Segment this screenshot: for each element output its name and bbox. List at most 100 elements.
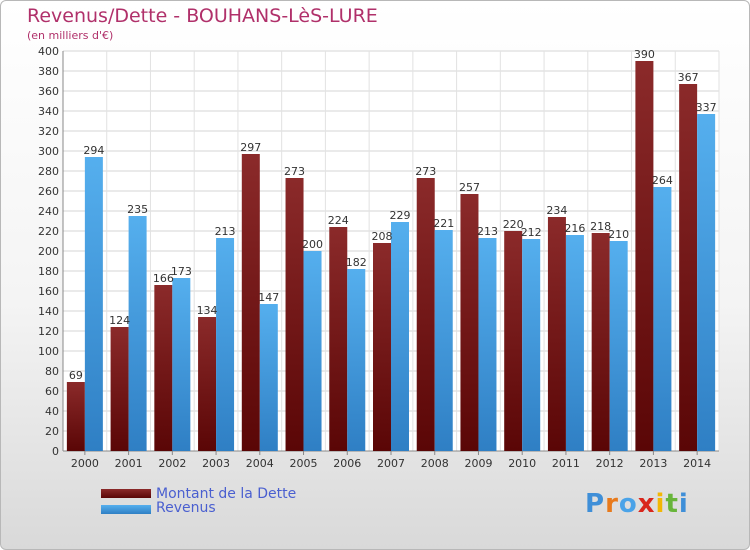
x-tick-label: 2011 (552, 457, 580, 470)
y-tick-label: 300 (38, 145, 59, 158)
value-label-revenus: 221 (433, 217, 454, 230)
bar-revenus (216, 238, 235, 451)
value-label-dette: 367 (678, 71, 699, 84)
value-label-revenus: 147 (258, 291, 279, 304)
y-tick-label: 380 (38, 65, 59, 78)
value-label-dette: 273 (284, 165, 305, 178)
value-label-revenus: 294 (83, 144, 104, 157)
x-tick-label: 2008 (421, 457, 449, 470)
value-label-revenus: 337 (696, 101, 717, 114)
bar-dette (110, 327, 129, 451)
value-label-revenus: 182 (346, 256, 367, 269)
value-label-revenus: 213 (477, 225, 498, 238)
x-tick-label: 2001 (115, 457, 143, 470)
y-tick-label: 60 (45, 385, 59, 398)
bar-dette (66, 382, 85, 451)
bar-revenus (347, 269, 366, 451)
value-label-revenus: 212 (521, 226, 542, 239)
logo-letter: o (618, 489, 638, 519)
legend-label-dette: Montant de la Dette (156, 486, 297, 502)
bar-dette (504, 231, 523, 451)
bar-dette (460, 194, 479, 451)
y-tick-label: 120 (38, 325, 59, 338)
logo-letter: i (655, 489, 666, 519)
bar-revenus (259, 304, 278, 451)
logo-letter: i (678, 489, 689, 519)
x-tick-label: 2006 (333, 457, 361, 470)
bar-dette (241, 154, 260, 451)
logo-letter: t (665, 489, 679, 519)
x-tick-label: 2002 (158, 457, 186, 470)
bar-dette (679, 84, 698, 451)
bar-revenus (84, 157, 103, 451)
value-label-dette: 220 (503, 218, 524, 231)
bar-dette (198, 317, 217, 451)
y-tick-label: 80 (45, 365, 59, 378)
legend-label-revenus: Revenus (156, 500, 216, 516)
value-label-dette: 134 (197, 304, 218, 317)
value-label-revenus: 213 (215, 225, 236, 238)
x-tick-label: 2013 (639, 457, 667, 470)
proxiti-logo: Proxiti (585, 489, 689, 519)
y-tick-label: 100 (38, 345, 59, 358)
x-tick-label: 2000 (71, 457, 99, 470)
value-label-dette: 234 (546, 204, 567, 217)
value-label-revenus: 264 (652, 174, 673, 187)
value-label-revenus: 173 (171, 265, 192, 278)
y-tick-label: 400 (38, 45, 59, 58)
bar-revenus (303, 251, 322, 451)
value-label-revenus: 229 (390, 209, 411, 222)
value-label-dette: 166 (153, 272, 174, 285)
label-layer: 0 20 40 60 80 100 120 140 160 180 200 220 240 260 280 3… (38, 45, 717, 470)
bar-dette (635, 61, 654, 451)
y-tick-label: 320 (38, 125, 59, 138)
value-label-revenus: 200 (302, 238, 323, 251)
bar-revenus (609, 241, 628, 451)
x-tick-label: 2014 (683, 457, 711, 470)
bar-revenus (172, 278, 191, 451)
value-label-revenus: 216 (564, 222, 585, 235)
y-tick-label: 180 (38, 265, 59, 278)
value-label-dette: 124 (109, 314, 130, 327)
bar-dette (591, 233, 610, 451)
bar-dette (416, 178, 435, 451)
value-label-revenus: 235 (127, 203, 148, 216)
y-tick-label: 0 (52, 445, 59, 458)
x-tick-label: 2012 (596, 457, 624, 470)
x-tick-label: 2010 (508, 457, 536, 470)
bar-dette (329, 227, 348, 451)
value-label-dette: 208 (372, 230, 393, 243)
value-label-dette: 390 (634, 48, 655, 61)
y-tick-label: 20 (45, 425, 59, 438)
bar-revenus (391, 222, 409, 451)
logo-letter: P (585, 489, 606, 519)
x-tick-label: 2003 (202, 457, 230, 470)
bar-revenus (128, 216, 147, 451)
value-label-dette: 224 (328, 214, 349, 227)
logo-letter: r (605, 489, 619, 519)
y-tick-label: 40 (45, 405, 59, 418)
logo-letter: x (637, 489, 656, 519)
chart-subtitle: (en milliers d'€) (27, 29, 114, 42)
bar-revenus (434, 230, 453, 451)
bar-dette (373, 243, 391, 451)
bar-dette (285, 178, 304, 451)
legend-swatch-dette (101, 489, 151, 498)
y-tick-label: 360 (38, 85, 59, 98)
value-label-dette: 273 (415, 165, 436, 178)
y-tick-label: 140 (38, 305, 59, 318)
y-tick-label: 160 (38, 285, 59, 298)
value-label-revenus: 210 (608, 228, 629, 241)
y-tick-label: 200 (38, 245, 59, 258)
x-tick-label: 2005 (290, 457, 318, 470)
x-tick-label: 2004 (246, 457, 274, 470)
value-label-dette: 297 (240, 141, 261, 154)
y-tick-label: 220 (38, 225, 59, 238)
bar-revenus (653, 187, 672, 451)
bar-layer (66, 61, 716, 451)
bar-dette (547, 217, 566, 451)
chart-title: Revenus/Dette - BOUHANS-LèS-LURE (27, 5, 378, 27)
y-tick-label: 280 (38, 165, 59, 178)
bar-revenus (478, 238, 497, 451)
